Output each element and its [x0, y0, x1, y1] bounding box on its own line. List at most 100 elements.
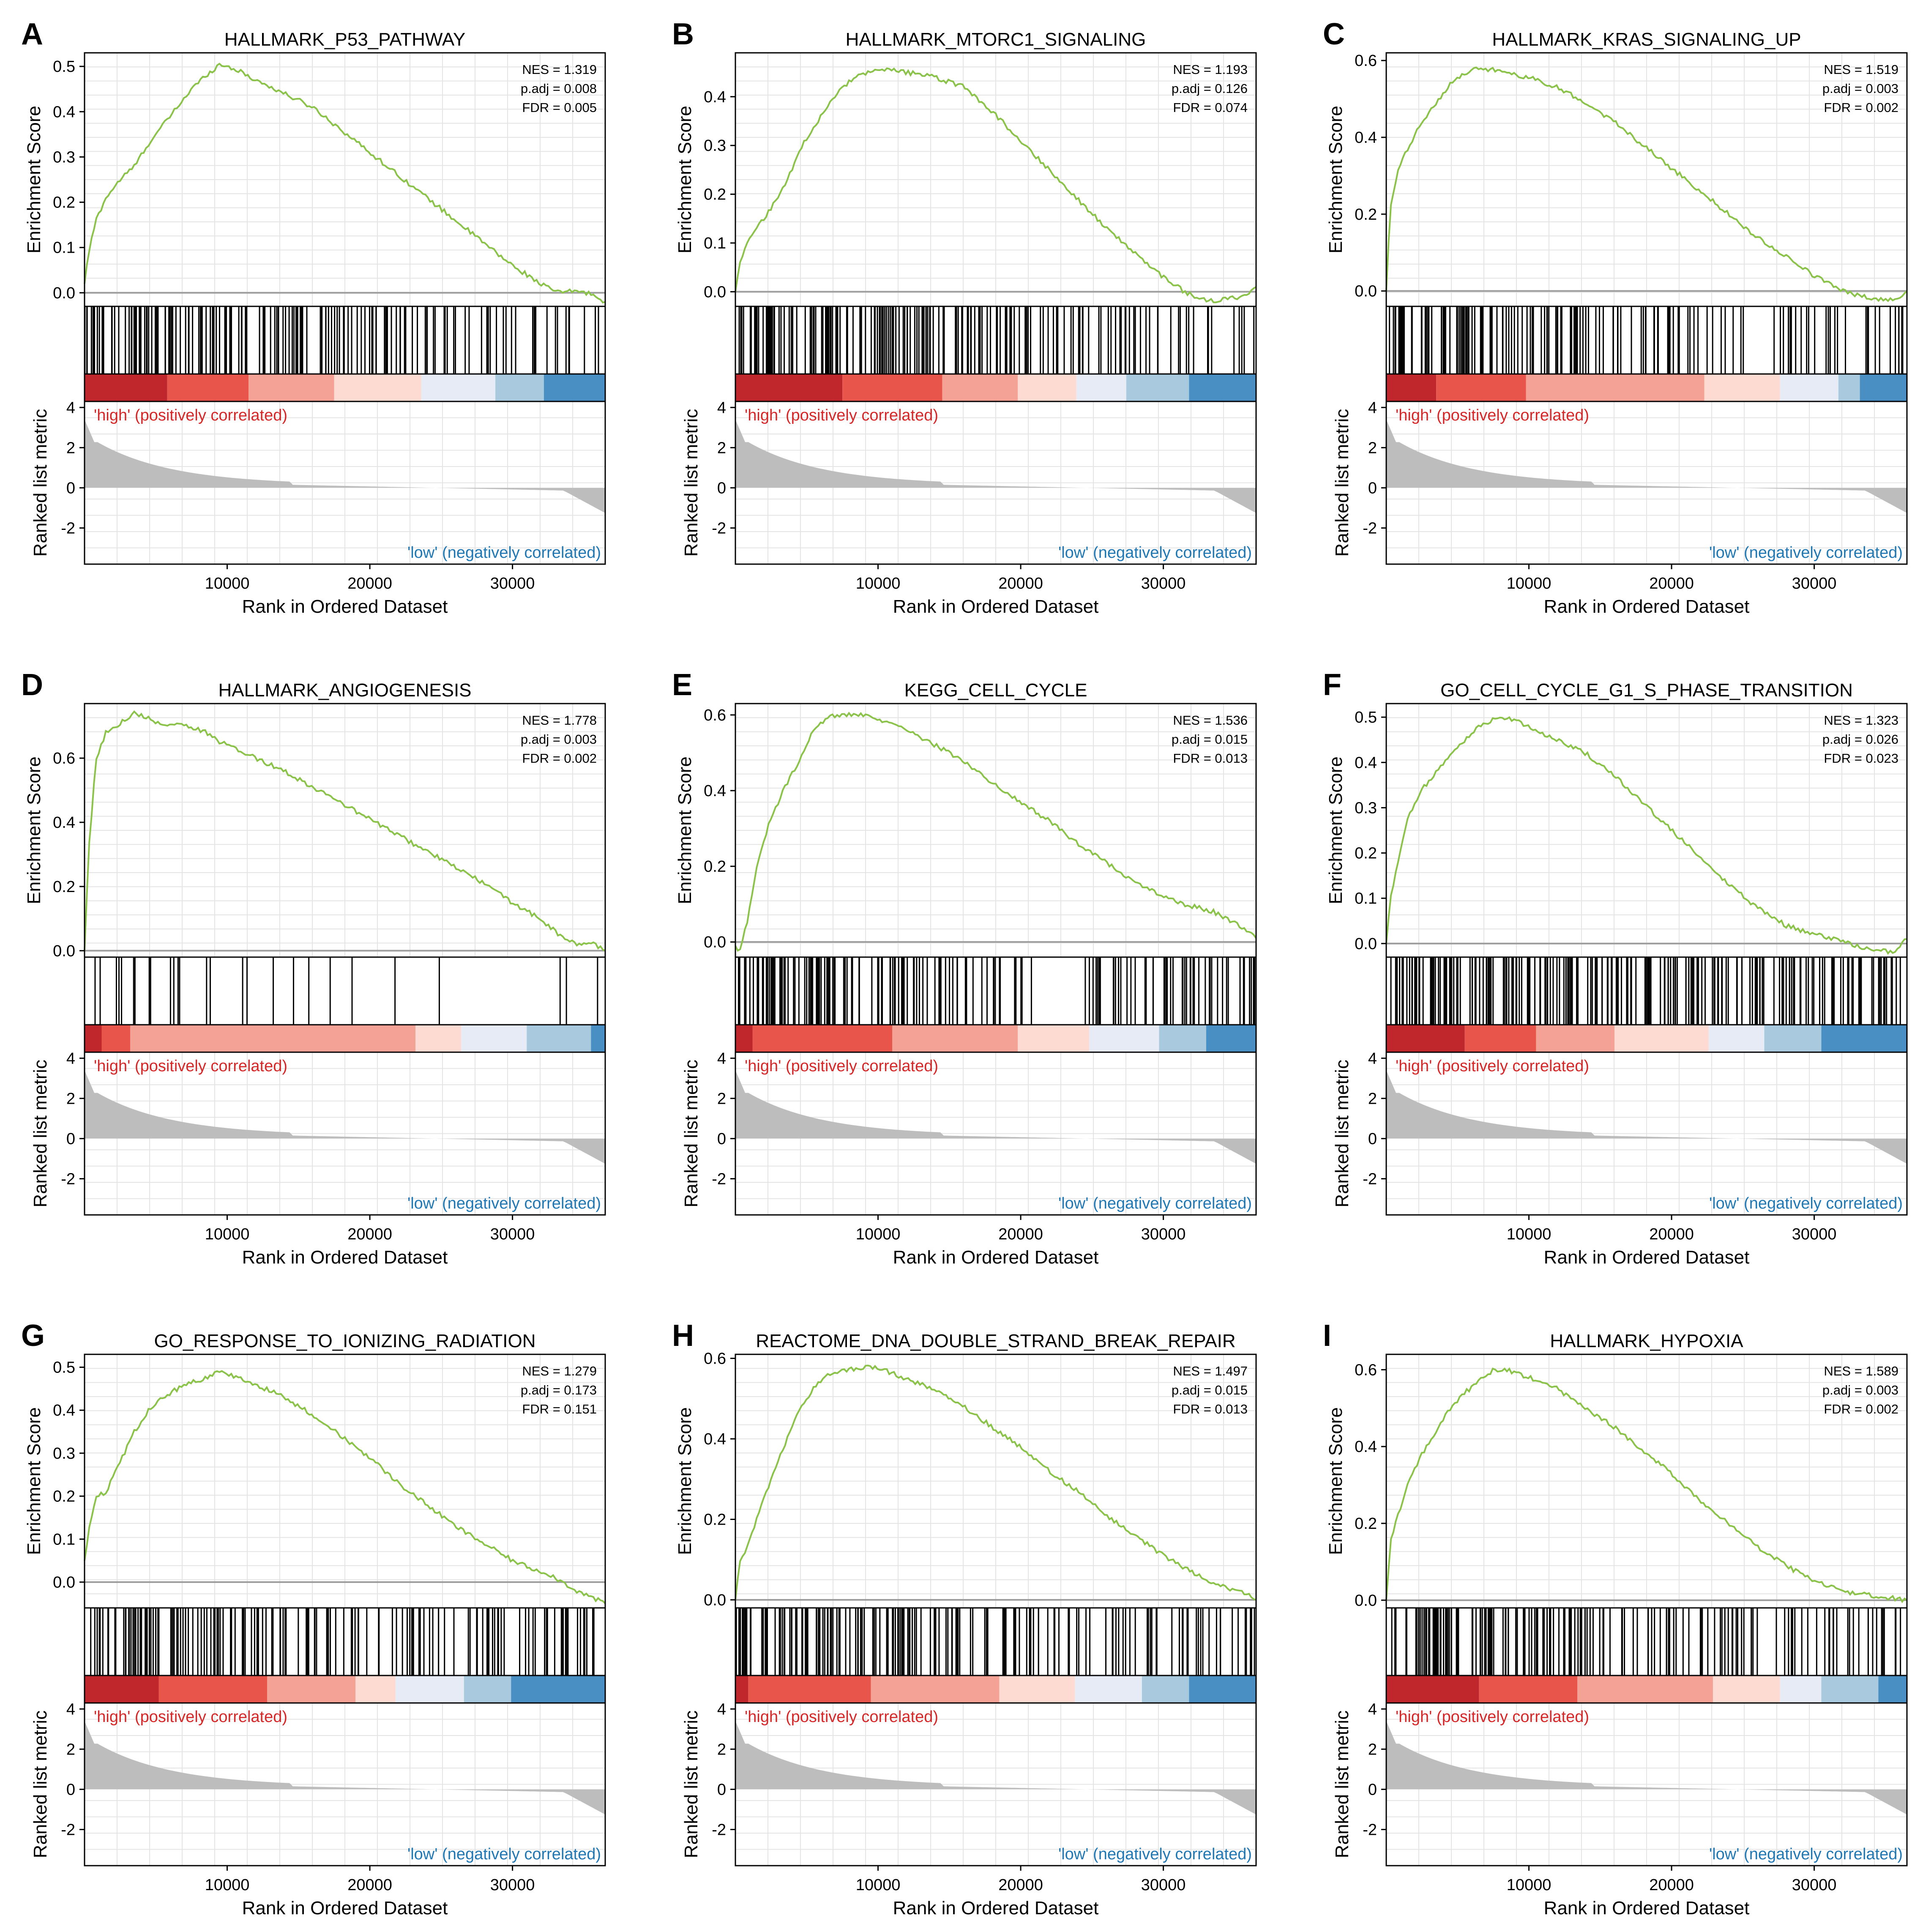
x-tick-label: 20000 — [347, 1225, 392, 1243]
x-axis-label: Rank in Ordered Dataset — [1544, 596, 1750, 617]
x-axis-label: Rank in Ordered Dataset — [893, 1898, 1099, 1918]
x-axis-label: Rank in Ordered Dataset — [242, 1247, 448, 1268]
hit-barcode — [1385, 956, 1908, 1026]
y-axis-label: Enrichment Score — [1325, 106, 1346, 254]
rank-heatmap — [1385, 373, 1908, 402]
padj-label: p.adj = 0.026 — [1822, 732, 1898, 747]
heat-segment — [167, 374, 249, 401]
y-tick-label: 0.4 — [704, 1430, 726, 1448]
panel-title: HALLMARK_KRAS_SIGNALING_UP — [1492, 29, 1801, 50]
nes-label: NES = 1.319 — [522, 62, 597, 77]
heat-segment — [892, 1025, 1018, 1052]
heat-segment — [544, 374, 605, 401]
heat-segment — [1206, 1025, 1256, 1052]
ranked-metric-plot: 4 2 0 -2 'high' (positively correlated) 'low'… — [30, 1700, 606, 1918]
heat-segment — [85, 374, 167, 401]
rank-axis-label: Ranked list metric — [30, 1711, 51, 1858]
heat-segment — [461, 1025, 527, 1052]
panel-e: E KEGG_CELL_CYCLE NES = 1.536 p.adj = 0.015… — [672, 668, 1257, 1268]
panel-i: I HALLMARK_HYPOXIA NES = 1.589 p.adj = 0.00… — [1323, 1319, 1908, 1918]
low-correlated-label: 'low' (negatively correlated) — [407, 1845, 601, 1863]
rank-tick-label: 2 — [717, 1090, 726, 1108]
y-tick-label: 0.6 — [1355, 52, 1377, 70]
y-axis-label: Enrichment Score — [24, 106, 44, 254]
heat-segment — [130, 1025, 416, 1052]
rank-tick-label: -2 — [712, 1821, 726, 1839]
low-correlated-label: 'low' (negatively correlated) — [1709, 544, 1903, 562]
x-tick-label: 20000 — [347, 575, 392, 592]
heat-segment — [1821, 1675, 1879, 1703]
nes-label: NES = 1.536 — [1173, 713, 1248, 728]
y-tick-label: 0.0 — [704, 1591, 726, 1609]
panel-f: F GO_CELL_CYCLE_G1_S_PHASE_TRANSITIONNES … — [1323, 668, 1908, 1268]
ranked-metric-plot: 4 2 0 -2 'high' (positively correlated) 'low'… — [681, 1700, 1257, 1918]
heat-segment — [1764, 1025, 1822, 1052]
rank-tick-label: 4 — [717, 1700, 726, 1718]
fdr-label: FDR = 0.002 — [522, 751, 597, 766]
heat-segment — [1708, 1025, 1765, 1052]
low-correlated-label: 'low' (negatively correlated) — [407, 1195, 601, 1212]
ranked-metric-plot: 4 2 0 -2 'high' (positively correlated) 'low'… — [681, 399, 1257, 617]
hit-barcode — [735, 306, 1257, 375]
ranked-metric-plot: 4 2 0 -2 'high' (positively correlated) 'low'… — [30, 399, 606, 617]
heat-segment — [1159, 1025, 1206, 1052]
es-curve — [735, 712, 1257, 952]
heat-segment — [1704, 374, 1780, 401]
y-tick-label: 0.0 — [704, 283, 726, 301]
heat-segment — [1089, 1025, 1159, 1052]
x-tick-label: 10000 — [205, 1876, 250, 1894]
high-correlated-label: 'high' (positively correlated) — [1396, 1708, 1589, 1726]
nes-label: NES = 1.589 — [1824, 1364, 1898, 1378]
heat-segment — [495, 374, 544, 401]
padj-label: p.adj = 0.003 — [1822, 1383, 1898, 1397]
es-curve — [84, 1370, 606, 1605]
heat-segment — [1386, 1025, 1465, 1052]
rank-tick-label: -2 — [712, 519, 726, 537]
x-tick-label: 30000 — [1141, 575, 1186, 592]
rank-heatmap — [735, 1675, 1257, 1704]
y-tick-label: 0.3 — [53, 148, 75, 166]
rank-tick-label: 0 — [1368, 1781, 1377, 1798]
hit-frame — [84, 956, 606, 1026]
padj-label: p.adj = 0.126 — [1172, 81, 1248, 96]
fdr-label: FDR = 0.013 — [1173, 1402, 1248, 1416]
panel-c: C HALLMARK_KRAS_SIGNALING_UP NES = 1.519 p.… — [1323, 17, 1908, 617]
panel-letter: E — [672, 668, 692, 702]
rank-tick-label: 4 — [66, 399, 75, 417]
rank-tick-label: -2 — [1363, 519, 1377, 537]
enrichment-plot: NES = 1.193 p.adj = 0.126 FDR = 0.074 0.0 0.… — [675, 52, 1257, 564]
rank-tick-label: 2 — [66, 1090, 75, 1108]
fdr-label: FDR = 0.074 — [1173, 100, 1248, 115]
rank-axis-label: Ranked list metric — [1332, 1060, 1352, 1208]
nes-label: NES = 1.778 — [522, 713, 597, 728]
x-tick-label: 10000 — [856, 1876, 901, 1894]
heat-segment — [1075, 1675, 1142, 1703]
es-curve — [735, 67, 1257, 303]
heat-segment — [1526, 374, 1704, 401]
x-tick-label: 10000 — [205, 575, 250, 592]
rank-tick-label: -2 — [61, 1170, 75, 1188]
rank-heatmap — [84, 1675, 606, 1704]
rank-heatmap — [735, 373, 1257, 402]
x-tick-label: 30000 — [1141, 1876, 1186, 1894]
heat-segment — [527, 1025, 591, 1052]
rank-tick-label: 0 — [66, 479, 75, 497]
x-axis-label: Rank in Ordered Dataset — [242, 596, 448, 617]
fdr-label: FDR = 0.151 — [522, 1402, 597, 1416]
panel-h: H REACTOME_DNA_DOUBLE_STRAND_BREAK_REPAIR… — [672, 1319, 1257, 1918]
fdr-label: FDR = 0.023 — [1824, 751, 1898, 766]
panel-letter: D — [21, 668, 43, 702]
heat-segment — [1126, 374, 1189, 401]
x-axis-label: Rank in Ordered Dataset — [242, 1898, 448, 1918]
fdr-label: FDR = 0.005 — [522, 100, 597, 115]
heat-segment — [85, 1025, 102, 1052]
rank-tick-label: 2 — [1368, 439, 1377, 457]
panel-d: D HALLMARK_ANGIOGENESIS NES = 1.778 p.adj =… — [21, 668, 606, 1268]
y-axis-label: Enrichment Score — [24, 1407, 44, 1555]
heat-segment — [1878, 1675, 1907, 1703]
x-tick-label: 30000 — [490, 575, 535, 592]
heat-segment — [415, 1025, 462, 1052]
low-correlated-label: 'low' (negatively correlated) — [1709, 1195, 1903, 1212]
nes-label: NES = 1.323 — [1824, 713, 1898, 728]
